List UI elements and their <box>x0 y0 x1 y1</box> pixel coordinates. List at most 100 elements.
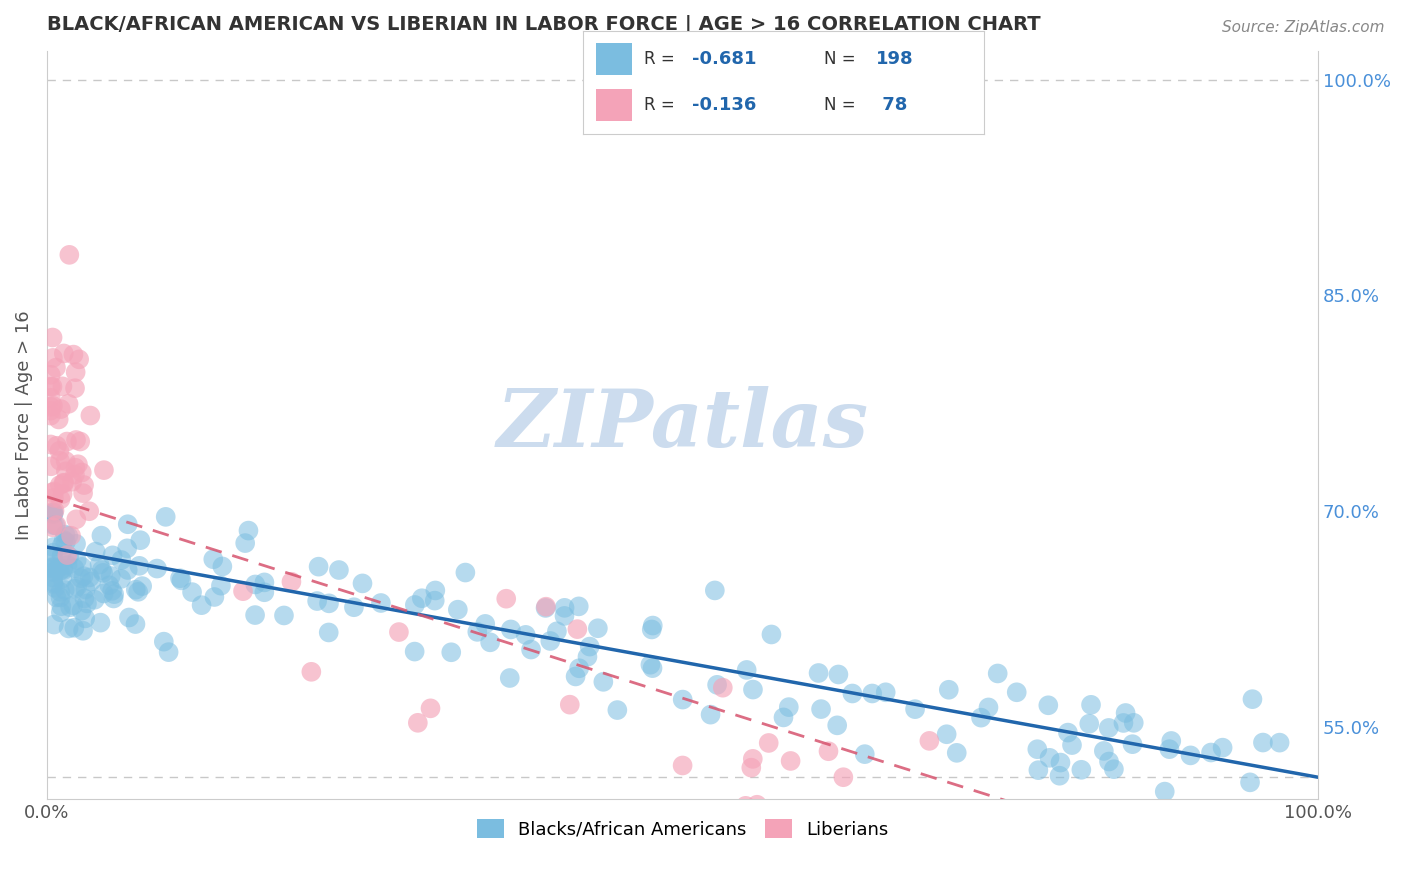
Point <box>90 528 112 542</box>
Point <box>1098 721 1121 735</box>
Point <box>157 645 180 659</box>
Point <box>44 503 66 517</box>
Point <box>1102 762 1125 776</box>
Point <box>1028 763 1050 777</box>
Point <box>779 754 801 768</box>
Point <box>860 686 883 700</box>
Point <box>586 621 609 635</box>
Point <box>352 576 374 591</box>
Point <box>101 549 124 563</box>
Point <box>49 454 72 468</box>
Point <box>39 391 62 405</box>
Point <box>202 552 225 566</box>
Point <box>52 346 75 360</box>
Point <box>904 702 927 716</box>
Point <box>42 506 65 520</box>
Point <box>63 582 86 596</box>
Point <box>153 634 176 648</box>
Point <box>875 685 897 699</box>
Point <box>745 797 768 812</box>
Point <box>1049 769 1071 783</box>
Point <box>48 444 70 458</box>
Point <box>938 682 960 697</box>
Point <box>53 582 76 597</box>
Point <box>51 572 73 586</box>
Point <box>841 686 863 700</box>
Point <box>58 248 80 262</box>
Point <box>42 506 65 520</box>
Point <box>411 591 433 606</box>
Point <box>55 534 77 549</box>
Point <box>53 476 76 491</box>
Point <box>93 586 115 600</box>
Point <box>1226 825 1249 839</box>
Point <box>58 529 80 543</box>
Point <box>977 700 1000 714</box>
Point <box>1092 744 1115 758</box>
Point <box>740 761 762 775</box>
Point <box>209 579 232 593</box>
Point <box>67 352 90 367</box>
Point <box>72 569 94 583</box>
Point <box>280 574 302 589</box>
Point <box>45 518 67 533</box>
Point <box>56 434 79 449</box>
Point <box>495 591 517 606</box>
Point <box>641 618 664 632</box>
Point <box>41 520 63 534</box>
Point <box>238 524 260 538</box>
Point <box>1199 746 1222 760</box>
Point <box>807 665 830 680</box>
Point <box>72 624 94 638</box>
Point <box>42 551 65 566</box>
Point <box>66 553 89 567</box>
Point <box>103 591 125 606</box>
Point <box>75 582 97 597</box>
Point <box>42 540 65 554</box>
Point <box>51 538 73 552</box>
Point <box>1239 775 1261 789</box>
Point <box>465 624 488 639</box>
Point <box>534 601 557 615</box>
FancyBboxPatch shape <box>596 43 631 75</box>
Point <box>58 622 80 636</box>
Point <box>48 412 70 426</box>
Point <box>39 409 62 423</box>
Text: R =: R = <box>644 50 679 68</box>
Point <box>772 710 794 724</box>
Point <box>58 397 80 411</box>
Point <box>51 548 73 562</box>
Point <box>100 569 122 583</box>
Point <box>62 348 84 362</box>
Y-axis label: In Labor Force | Age > 16: In Labor Force | Age > 16 <box>15 310 32 540</box>
Point <box>42 351 65 365</box>
Point <box>918 734 941 748</box>
Point <box>39 459 62 474</box>
Point <box>39 379 62 393</box>
Legend: Blacks/African Americans, Liberians: Blacks/African Americans, Liberians <box>470 812 896 846</box>
Point <box>42 575 65 590</box>
Point <box>538 634 561 648</box>
Point <box>419 701 441 715</box>
Point <box>56 548 79 562</box>
Point <box>69 434 91 449</box>
Point <box>65 460 87 475</box>
Point <box>1161 805 1184 819</box>
Point <box>578 640 600 654</box>
Point <box>825 718 848 732</box>
Point <box>39 437 62 451</box>
Point <box>1078 716 1101 731</box>
Point <box>308 559 330 574</box>
Point <box>1060 738 1083 752</box>
Point <box>52 562 75 576</box>
Point <box>51 599 73 614</box>
Text: ZIPatlas: ZIPatlas <box>496 386 869 464</box>
Point <box>170 574 193 588</box>
Point <box>474 616 496 631</box>
Point <box>558 698 581 712</box>
Point <box>93 463 115 477</box>
Point <box>110 572 132 586</box>
Point <box>129 533 152 548</box>
Point <box>49 591 72 605</box>
Point <box>699 707 721 722</box>
